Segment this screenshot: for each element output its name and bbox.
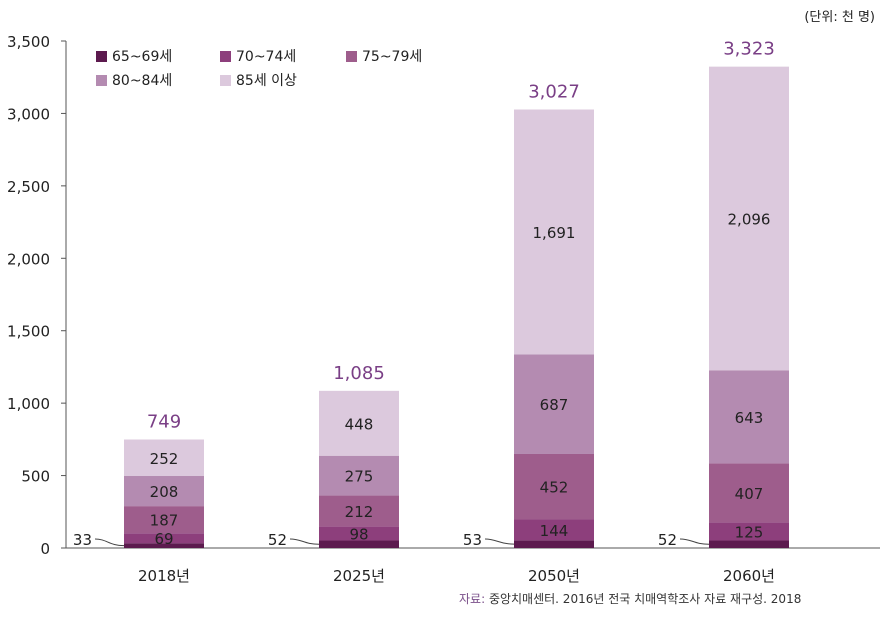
leader-line — [679, 538, 710, 545]
y-axis: 0 500 1,000 1,500 2,000 2,500 3,000 3,500 — [7, 33, 880, 558]
x-axis-labels: 2018년 2025년 2050년 2060년 — [138, 567, 775, 585]
legend-label: 65~69세 — [112, 49, 172, 65]
bar-segment — [514, 519, 594, 541]
data-label: 687 — [540, 396, 569, 414]
legend-swatch — [96, 75, 107, 86]
x-tick-label: 2018년 — [138, 567, 190, 585]
legend: 65~69세 70~74세 75~79세 80~84세 85세 이상 — [96, 49, 422, 89]
bar-segment — [124, 506, 204, 534]
data-label: 52 — [268, 531, 287, 549]
data-label: 212 — [345, 503, 374, 521]
y-tick-label: 2,500 — [7, 178, 50, 196]
total-label: 749 — [147, 412, 181, 433]
data-label: 407 — [735, 485, 764, 503]
x-tick-label: 2025년 — [333, 567, 385, 585]
bar-segment — [319, 390, 399, 456]
bar-segment — [124, 439, 204, 477]
legend-swatch — [346, 51, 357, 62]
y-tick-label: 3,000 — [7, 105, 50, 123]
bar-segment — [319, 540, 399, 548]
data-label: 53 — [463, 531, 482, 549]
data-label: 52 — [658, 531, 677, 549]
legend-swatch — [220, 75, 231, 86]
y-tick-label: 1,000 — [7, 395, 50, 413]
data-label: 208 — [150, 483, 179, 501]
bar-segment — [514, 540, 594, 548]
data-label: 252 — [150, 450, 179, 468]
leader-line — [484, 538, 515, 545]
data-label: 69 — [154, 530, 173, 548]
legend-swatch — [220, 51, 231, 62]
legend-label: 70~74세 — [236, 49, 296, 65]
source-text: 중앙치매센터. 2016년 전국 치매역학조사 자료 재구성. 2018 — [485, 592, 802, 606]
bar-segment — [319, 526, 399, 541]
legend-swatch — [96, 51, 107, 62]
total-label: 3,027 — [528, 82, 580, 103]
bar-segment — [514, 109, 594, 355]
bar-segment — [709, 66, 789, 371]
unit-label: (단위: 천 명) — [804, 10, 875, 25]
bar-segment — [709, 540, 789, 548]
data-label: 33 — [73, 531, 92, 549]
leader-line — [289, 538, 320, 545]
source-label: 자료: — [459, 592, 486, 606]
data-label: 144 — [540, 522, 569, 540]
bar-segment — [514, 354, 594, 454]
data-label: 1,691 — [533, 224, 576, 242]
bar-segment — [514, 453, 594, 520]
y-tick-label: 1,500 — [7, 323, 50, 341]
leader-line — [94, 538, 125, 547]
y-tick-label: 3,500 — [7, 33, 50, 51]
bar-segment — [124, 476, 204, 507]
y-tick-label: 500 — [21, 468, 50, 486]
data-label: 452 — [540, 479, 569, 497]
data-label: 125 — [735, 523, 764, 541]
data-label: 275 — [345, 468, 374, 486]
bar-segment — [709, 370, 789, 464]
legend-label: 75~79세 — [362, 49, 422, 65]
bar-segment — [124, 533, 204, 544]
bar-segment — [124, 543, 204, 548]
bars — [124, 66, 789, 548]
x-tick-label: 2050년 — [528, 567, 580, 585]
source-note: 자료: 중앙치매센터. 2016년 전국 치매역학조사 자료 재구성. 2018 — [459, 590, 801, 607]
legend-label: 80~84세 — [112, 73, 172, 89]
bar-segment — [709, 463, 789, 523]
legend-label: 85세 이상 — [236, 73, 297, 89]
x-tick-label: 2060년 — [723, 567, 775, 585]
total-label: 3,323 — [723, 39, 775, 60]
total-label: 1,085 — [333, 363, 385, 384]
data-label: 2,096 — [728, 210, 771, 228]
bar-segment — [709, 522, 789, 541]
data-label: 448 — [345, 415, 374, 433]
data-label: 187 — [150, 512, 179, 530]
y-tick-label: 2,000 — [7, 250, 50, 268]
data-label: 643 — [735, 409, 764, 427]
bar-segment — [319, 495, 399, 527]
data-label: 98 — [349, 525, 368, 543]
y-tick-label: 0 — [40, 540, 50, 558]
bar-segment — [319, 455, 399, 496]
